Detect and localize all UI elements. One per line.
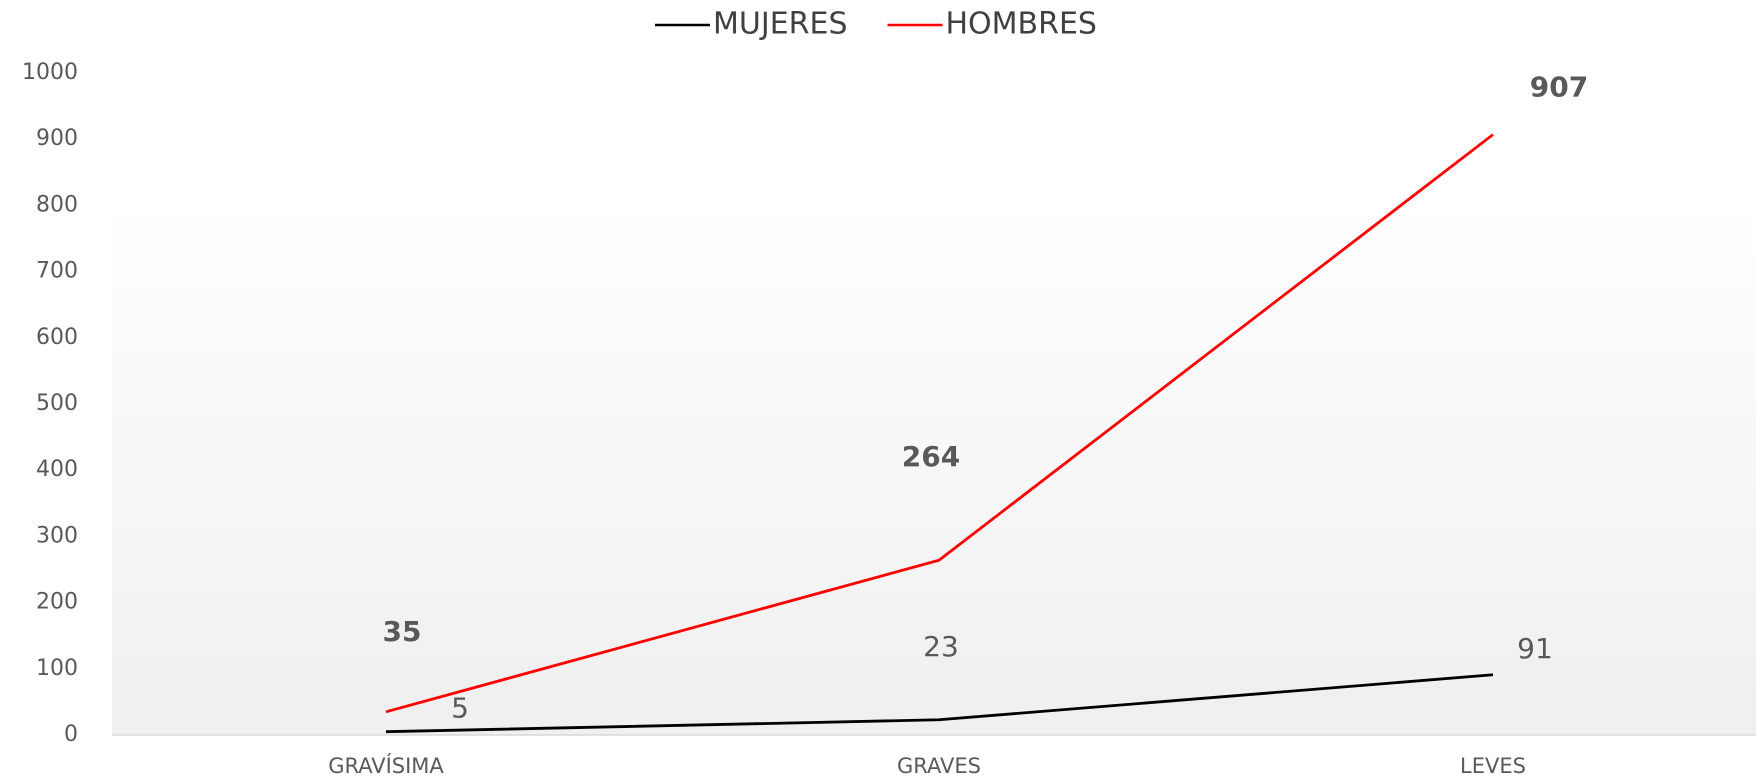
y-tick-label: 700 (36, 259, 78, 284)
x-tick-label: LEVES (1460, 754, 1526, 778)
series-line (385, 673, 1494, 734)
y-tick-label: 400 (36, 457, 78, 482)
x-tick-label: GRAVES (897, 754, 981, 778)
data-label: 23 (923, 630, 959, 663)
x-tick-label: GRAVÍSIMA (328, 753, 444, 778)
legend-label: HOMBRES (946, 7, 1097, 42)
y-tick-label: 100 (36, 656, 78, 681)
plot-background (112, 73, 1756, 735)
y-tick-label: 0 (64, 722, 78, 747)
y-tick-label: 800 (36, 192, 78, 217)
y-tick-label: 500 (36, 391, 78, 416)
legend-label: MUJERES (713, 7, 848, 42)
y-tick-label: 200 (36, 590, 78, 615)
data-label: 91 (1517, 632, 1553, 665)
data-label: 264 (902, 440, 960, 473)
y-tick-label: 300 (36, 523, 78, 548)
y-tick-label: 1000 (22, 60, 78, 85)
series-line (385, 133, 1494, 714)
data-label: 5 (451, 692, 469, 725)
data-label: 907 (1530, 71, 1588, 104)
y-tick-label: 600 (36, 325, 78, 350)
y-tick-label: 900 (36, 126, 78, 151)
data-label: 35 (383, 615, 422, 648)
